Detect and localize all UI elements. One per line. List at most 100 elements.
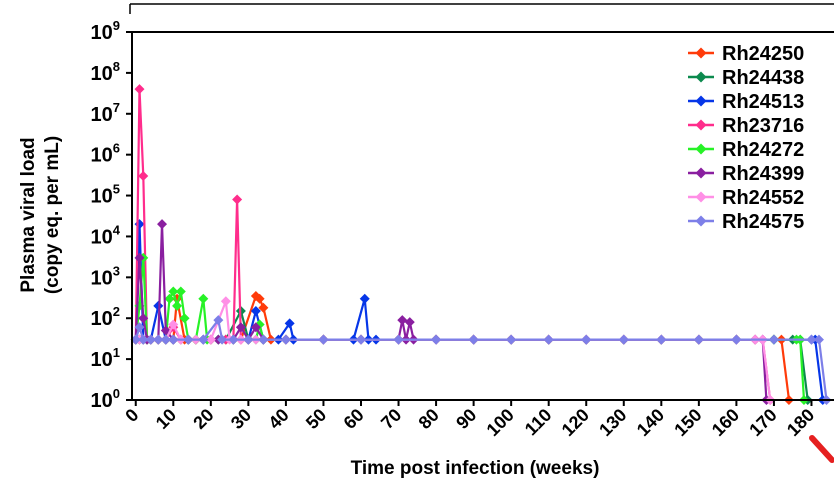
data-point [134,219,145,230]
series-group [130,84,832,405]
data-point [134,84,145,95]
data-point [250,306,261,317]
x-tick-label: 40 [264,405,292,433]
legend-swatch-marker [695,215,707,227]
series-line [135,309,809,401]
data-point [160,334,171,345]
data-point [543,334,554,345]
data-point [284,318,295,329]
data-point [168,286,179,297]
data-point [217,334,228,345]
y-tick-label: 101 [91,345,120,371]
legend-label: Rh24272 [722,139,804,161]
series-Rh24250 [130,290,794,405]
data-point [153,300,164,311]
x-tick-label: 60 [340,405,368,433]
y-tick-label: 103 [91,263,120,289]
data-point [235,322,246,333]
data-point [205,334,216,345]
series-line [134,319,828,401]
legend-swatch-marker [695,119,707,131]
data-point [157,219,168,230]
x-tick-label: 30 [227,405,255,433]
y-tick-label: 104 [91,222,121,248]
legend-item: Rh23716 [688,115,804,137]
x-tick-label: 150 [670,405,705,440]
x-tick-label: 100 [483,405,518,440]
data-point [258,302,269,313]
y-tick-label: 108 [91,59,120,85]
data-point [130,334,141,345]
data-point [431,334,442,345]
data-point [183,334,194,345]
data-point [318,334,329,345]
data-point [768,334,779,345]
x-tick-label: 120 [558,405,593,440]
x-tick-label: 110 [521,405,556,440]
x-tick-label: 20 [189,405,217,433]
data-point [813,334,824,345]
series-line [134,223,768,401]
y-tick-label: 102 [91,304,120,330]
x-tick-label: 140 [633,405,668,440]
data-point [581,334,592,345]
data-point [280,334,291,345]
x-tick-label: 160 [708,405,743,440]
x-tick-label: 180 [783,405,818,440]
data-point [731,334,742,345]
x-tick-label: 10 [152,405,180,433]
y-tick-label: 105 [91,182,120,208]
data-point [618,334,629,345]
x-tick-label: 70 [377,405,405,433]
legend-label: Rh23716 [722,115,804,137]
legend-item: Rh24552 [688,187,804,209]
legend-label: Rh24438 [722,67,804,89]
y-tick-label: 107 [91,100,120,126]
data-point [254,319,265,330]
data-point [254,293,265,304]
data-point [220,296,231,307]
data-point [250,322,261,333]
x-axis-title: Time post infection (weeks) [351,458,600,479]
data-point [164,293,175,304]
legend-item: Rh24575 [688,211,804,233]
data-point [506,334,517,345]
data-point [232,194,243,205]
series-Rh23716 [130,84,776,405]
y-tick-label: 109 [91,18,120,44]
series-Rh24575 [130,315,832,405]
y-tick-label: 106 [91,141,120,167]
data-point [243,334,254,345]
data-point [168,334,179,345]
legend-swatch-marker [695,95,707,107]
legend-swatch-marker [695,191,707,203]
data-point [145,334,156,345]
data-point [198,293,209,304]
x-tick-label: 50 [302,405,330,433]
legend-swatch-marker [695,47,707,59]
data-point [134,322,145,333]
data-point [359,293,370,304]
legend-item: Rh24399 [688,163,804,185]
legend-item: Rh24250 [688,43,804,65]
data-point [179,313,190,324]
y-axis-title-line2: (copy eq. per mL) [42,136,63,294]
data-point [656,334,667,345]
legend-item: Rh24513 [688,91,804,113]
x-tick-label: 80 [415,405,443,433]
x-tick-label: 130 [595,405,630,440]
legend-label: Rh24552 [722,187,804,209]
x-tick-label: 90 [452,405,480,433]
data-point [198,334,209,345]
series-line [135,300,772,401]
legend-label: Rh24250 [722,43,804,65]
data-point [134,252,145,263]
legend: Rh24250Rh24438Rh24513Rh23716Rh24272Rh243… [688,43,804,233]
legend-swatch-marker [695,167,707,179]
series-Rh24552 [130,296,776,405]
data-point [138,334,149,345]
data-point [172,300,183,311]
red-arrow-fragment [809,435,834,463]
data-point [355,334,366,345]
